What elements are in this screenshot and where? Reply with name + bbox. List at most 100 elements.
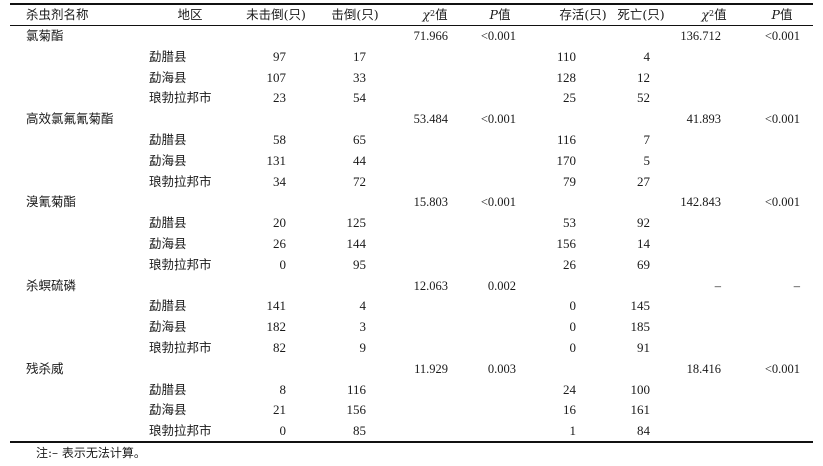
cell-knocked: 125 xyxy=(346,215,367,231)
header-p-value-knockdown: P值 xyxy=(489,7,511,22)
cell-p-kd: <0.001 xyxy=(480,195,516,210)
cell-dead: 69 xyxy=(637,256,650,272)
cell-dead: 4 xyxy=(643,48,651,64)
region-data-row: 勐腊县 8 116 24 100 xyxy=(0,380,823,400)
cell-not-knocked: 0 xyxy=(279,256,287,272)
cell-region: 勐腊县 xyxy=(149,215,187,231)
cell-not-knocked: 20 xyxy=(273,215,286,231)
cell-chi-mort: 41.893 xyxy=(686,112,721,127)
cell-not-knocked: 21 xyxy=(273,402,286,418)
cell-alive: 0 xyxy=(569,340,577,355)
cell-alive: 1 xyxy=(569,423,577,439)
table-bottom-rule xyxy=(10,441,813,443)
cell-p-kd: 0.003 xyxy=(487,361,516,376)
cell-p-mort: <0.001 xyxy=(764,361,800,376)
cell-knocked: 44 xyxy=(353,152,366,168)
cell-not-knocked: 58 xyxy=(273,132,286,147)
cell-region: 琅勃拉邦市 xyxy=(149,256,212,272)
cell-dead: 100 xyxy=(630,381,651,397)
cell-dead: 7 xyxy=(643,132,651,147)
table-header-row: 杀虫剂名称 地区 未击倒(只) 击倒(只) χ2值 P值 存活(只) 死亡(只)… xyxy=(0,5,823,25)
cell-not-knocked: 8 xyxy=(279,381,287,397)
region-data-row: 琅勃拉邦市 82 9 0 91 xyxy=(0,338,823,358)
cell-region: 琅勃拉邦市 xyxy=(149,90,212,106)
insecticide-group-row: 杀螟硫磷 12.063 0.002 – – xyxy=(0,276,823,296)
cell-alive: 16 xyxy=(563,402,576,418)
region-data-row: 勐海县 26 144 156 14 xyxy=(0,234,823,254)
cell-chi-mort: 142.843 xyxy=(680,195,721,210)
region-data-row: 勐海县 107 33 128 12 xyxy=(0,68,823,88)
cell-dead: 92 xyxy=(637,215,650,231)
region-data-row: 勐腊县 97 17 110 4 xyxy=(0,47,823,67)
cell-dead: 84 xyxy=(637,423,650,439)
cell-alive: 0 xyxy=(569,319,577,335)
cell-knocked: 17 xyxy=(353,48,366,64)
cell-knocked: 33 xyxy=(353,69,366,85)
cell-dead: 14 xyxy=(637,236,650,251)
region-data-row: 琅勃拉邦市 34 72 79 27 xyxy=(0,172,823,192)
cell-region: 琅勃拉邦市 xyxy=(149,423,212,439)
cell-knocked: 4 xyxy=(359,298,367,314)
region-data-row: 勐腊县 141 4 0 145 xyxy=(0,296,823,316)
cell-not-knocked: 107 xyxy=(266,69,287,85)
cell-alive: 0 xyxy=(569,298,577,314)
table-top-rule xyxy=(10,3,813,5)
cell-alive: 25 xyxy=(563,90,576,106)
cell-chi-kd: 53.484 xyxy=(413,112,448,127)
cell-region: 勐海县 xyxy=(149,69,187,85)
cell-chi-mort: 18.416 xyxy=(686,361,721,376)
cell-alive: 53 xyxy=(563,215,576,231)
header-p-value-mortality: P值 xyxy=(771,7,793,22)
cell-region: 琅勃拉邦市 xyxy=(149,340,212,355)
cell-region: 勐腊县 xyxy=(149,381,187,397)
cell-not-knocked: 141 xyxy=(266,298,287,314)
header-rule xyxy=(10,25,813,26)
insecticide-group-row: 氯菊酯 71.966 <0.001 136.712 <0.001 xyxy=(0,26,823,46)
cell-p-mort: <0.001 xyxy=(764,29,800,43)
cell-region: 勐海县 xyxy=(149,236,187,251)
cell-not-knocked: 0 xyxy=(279,423,287,439)
cell-chi-mort: – xyxy=(714,278,721,293)
cell-alive: 24 xyxy=(563,381,576,397)
cell-knocked: 95 xyxy=(353,256,366,272)
cell-not-knocked: 97 xyxy=(273,48,286,64)
cell-region: 琅勃拉邦市 xyxy=(149,173,212,189)
insecticide-group-row: 残杀威 11.929 0.003 18.416 <0.001 xyxy=(0,359,823,379)
cell-region: 勐腊县 xyxy=(149,298,187,314)
cell-chi-kd: 12.063 xyxy=(413,278,448,293)
region-data-row: 琅勃拉邦市 0 85 1 84 xyxy=(0,421,823,441)
cell-region: 勐腊县 xyxy=(149,132,187,147)
cell-not-knocked: 182 xyxy=(266,319,287,335)
region-data-row: 勐海县 21 156 16 161 xyxy=(0,400,823,420)
cell-name: 杀螟硫磷 xyxy=(26,277,77,293)
cell-dead: 27 xyxy=(637,173,650,189)
cell-p-mort: <0.001 xyxy=(764,195,800,210)
cell-alive: 110 xyxy=(556,48,576,64)
cell-chi-kd: 15.803 xyxy=(413,195,448,210)
region-data-row: 琅勃拉邦市 23 54 25 52 xyxy=(0,88,823,108)
cell-alive: 128 xyxy=(556,69,577,85)
cell-dead: 91 xyxy=(637,340,650,355)
cell-dead: 185 xyxy=(630,319,651,335)
header-chi-square-knockdown: χ2值 xyxy=(422,7,448,22)
cell-region: 勐海县 xyxy=(149,152,187,168)
cell-dead: 12 xyxy=(637,69,650,85)
cell-knocked: 3 xyxy=(359,319,367,335)
cell-p-mort: – xyxy=(793,278,800,293)
cell-region: 勐腊县 xyxy=(149,48,187,64)
region-data-row: 勐海县 182 3 0 185 xyxy=(0,317,823,337)
cell-knocked: 54 xyxy=(353,90,366,106)
cell-region: 勐海县 xyxy=(149,319,187,335)
cell-knocked: 72 xyxy=(353,173,366,189)
cell-chi-kd: 11.929 xyxy=(414,361,448,376)
cell-knocked: 116 xyxy=(346,381,366,397)
cell-p-kd: <0.001 xyxy=(480,29,516,43)
cell-knocked: 9 xyxy=(359,340,367,355)
cell-dead: 5 xyxy=(643,152,651,168)
cell-region: 勐海县 xyxy=(149,402,187,418)
cell-not-knocked: 26 xyxy=(273,236,286,251)
cell-dead: 145 xyxy=(630,298,651,314)
cell-alive: 170 xyxy=(556,152,577,168)
region-data-row: 琅勃拉邦市 0 95 26 69 xyxy=(0,255,823,275)
cell-name: 残杀威 xyxy=(26,360,64,376)
